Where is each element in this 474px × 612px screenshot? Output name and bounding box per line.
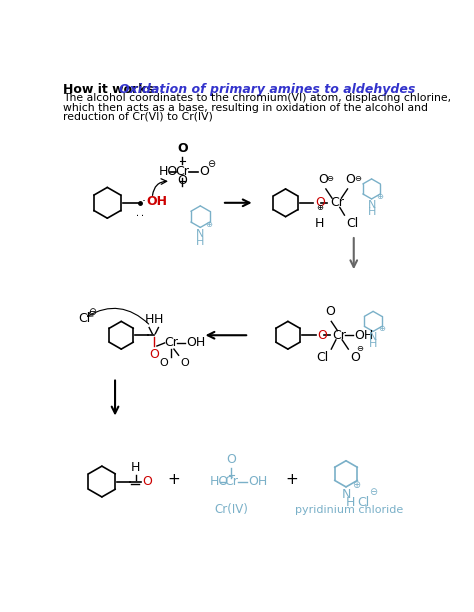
Text: Cl: Cl bbox=[346, 217, 358, 230]
Text: ⊖: ⊖ bbox=[326, 174, 333, 183]
Text: Cl: Cl bbox=[357, 496, 369, 509]
Text: ⊕: ⊕ bbox=[352, 480, 360, 490]
Text: H: H bbox=[346, 496, 356, 509]
Text: Cr: Cr bbox=[224, 475, 238, 488]
Text: O: O bbox=[142, 475, 152, 488]
Text: H: H bbox=[130, 461, 140, 474]
Text: OH: OH bbox=[248, 475, 268, 488]
Text: O: O bbox=[149, 348, 159, 360]
Text: OH: OH bbox=[355, 329, 374, 341]
Text: N: N bbox=[341, 488, 351, 501]
Text: O: O bbox=[346, 173, 356, 186]
Text: N: N bbox=[369, 332, 377, 342]
Text: H: H bbox=[154, 313, 163, 326]
Text: H: H bbox=[369, 339, 377, 349]
Text: O: O bbox=[200, 165, 210, 179]
Text: O: O bbox=[318, 173, 328, 186]
Text: O: O bbox=[317, 329, 327, 341]
Text: H: H bbox=[145, 313, 154, 326]
Text: ⊖: ⊖ bbox=[356, 344, 363, 353]
Text: Cr: Cr bbox=[332, 329, 346, 341]
Text: reduction of Cr(VI) to Cr(IV): reduction of Cr(VI) to Cr(IV) bbox=[63, 112, 213, 122]
Text: pyridinium chloride: pyridinium chloride bbox=[295, 505, 403, 515]
Text: ⊖: ⊖ bbox=[369, 487, 377, 496]
Text: N: N bbox=[367, 200, 376, 210]
Text: OH: OH bbox=[186, 337, 206, 349]
Text: O: O bbox=[315, 196, 325, 209]
Text: O: O bbox=[350, 351, 360, 364]
Text: ⊕: ⊕ bbox=[376, 192, 383, 201]
Text: Cr(IV): Cr(IV) bbox=[214, 503, 248, 516]
Text: Cl: Cl bbox=[78, 312, 90, 325]
Text: O: O bbox=[177, 142, 188, 155]
Text: Cr: Cr bbox=[175, 165, 190, 179]
Text: ..: .. bbox=[135, 209, 145, 218]
Text: +: + bbox=[285, 472, 298, 488]
Text: which then acts as a base, resulting in oxidation of the alcohol and: which then acts as a base, resulting in … bbox=[63, 103, 428, 113]
Text: H: H bbox=[196, 237, 204, 247]
Text: Oxidation of primary amines to aldehydes: Oxidation of primary amines to aldehydes bbox=[119, 83, 415, 97]
Text: ⊕: ⊕ bbox=[206, 220, 213, 230]
Text: OH: OH bbox=[146, 195, 167, 207]
Text: Cr: Cr bbox=[330, 196, 344, 209]
Text: HO: HO bbox=[210, 475, 229, 488]
Text: ⊖: ⊖ bbox=[207, 159, 215, 170]
Text: ⊖: ⊖ bbox=[88, 307, 96, 317]
Text: ⊕: ⊕ bbox=[316, 204, 323, 212]
Text: Cl: Cl bbox=[316, 351, 328, 364]
Text: O: O bbox=[325, 305, 335, 318]
Text: N: N bbox=[196, 229, 204, 239]
Text: H: H bbox=[315, 217, 324, 230]
Text: O: O bbox=[159, 359, 168, 368]
Text: ·: · bbox=[141, 195, 146, 207]
Text: ⊖: ⊖ bbox=[354, 174, 361, 183]
Text: H: H bbox=[367, 207, 376, 217]
Text: Cr: Cr bbox=[164, 337, 178, 349]
Text: O: O bbox=[178, 174, 187, 187]
Text: How it works:: How it works: bbox=[63, 83, 164, 97]
Text: +: + bbox=[168, 472, 180, 488]
Text: O: O bbox=[227, 453, 236, 466]
Text: ⊕: ⊕ bbox=[378, 324, 385, 334]
Text: HO: HO bbox=[159, 165, 179, 179]
Text: O: O bbox=[180, 359, 189, 368]
Text: The alcohol coordinates to the chromium(VI) atom, displacing chlorine,: The alcohol coordinates to the chromium(… bbox=[63, 94, 451, 103]
